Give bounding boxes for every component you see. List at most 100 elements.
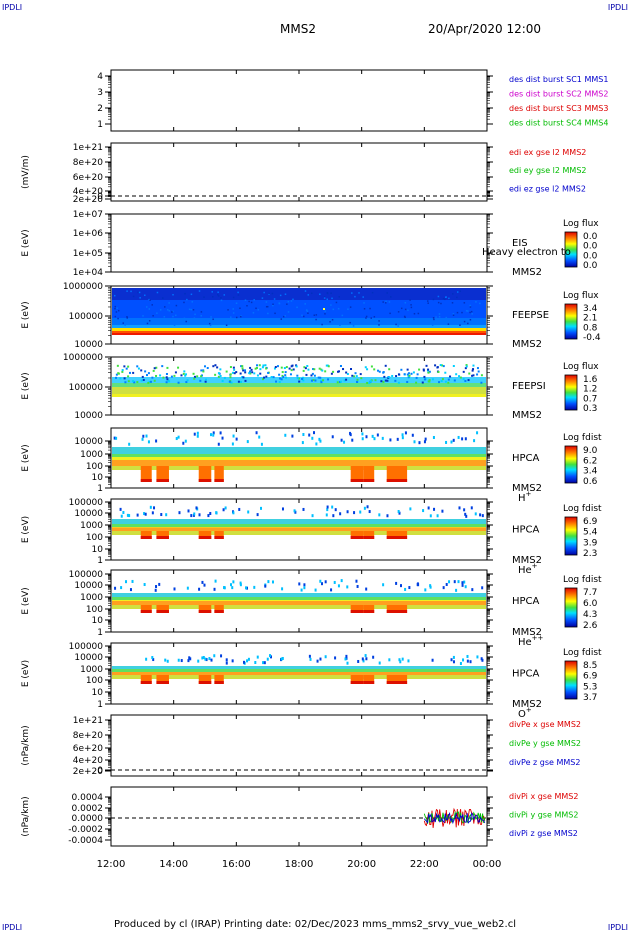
colorbar-tick-label: 2.1 xyxy=(583,314,597,324)
spectrogram-pixel xyxy=(129,588,132,592)
spectrogram-pixel xyxy=(237,380,240,383)
spectrogram-pixel xyxy=(188,656,191,660)
instrument-label: HPCA xyxy=(512,596,540,607)
spectrogram-pixel xyxy=(123,365,126,368)
y-tick-label: 100 xyxy=(86,676,103,686)
spectrogram-pixel xyxy=(235,371,238,374)
spectrogram-pixel xyxy=(481,658,484,662)
spectrogram-pixel xyxy=(263,291,265,294)
spectrogram-pixel xyxy=(458,506,461,510)
spectrogram-pixel xyxy=(427,302,429,304)
spectrogram-pixel xyxy=(229,376,232,379)
spectrogram-pixel xyxy=(334,508,337,512)
spectrogram-band xyxy=(156,675,169,684)
spectrogram-pixel xyxy=(390,296,392,298)
spectrogram-pixel xyxy=(471,374,474,377)
spectrogram-pixel xyxy=(199,379,202,382)
spectrogram-pixel xyxy=(459,376,462,379)
colorbar xyxy=(564,303,578,340)
spectrogram-pixel xyxy=(272,303,274,306)
spectrogram-pixel xyxy=(229,583,232,587)
spectrogram-pixel xyxy=(448,580,451,584)
spectrogram-pixel xyxy=(322,379,325,382)
spectrogram-pixel xyxy=(172,293,174,296)
y-tick-label: 2e+20 xyxy=(73,767,104,777)
spectrogram-pixel xyxy=(400,307,403,310)
y-tick-label: 1e+04 xyxy=(73,268,104,278)
spectrogram-pixel xyxy=(305,373,308,376)
spectrogram-pixel xyxy=(164,658,167,662)
spectrogram-band xyxy=(112,524,486,527)
spectrogram-pixel xyxy=(365,657,368,661)
spectrogram-pixel xyxy=(148,381,151,384)
spectrogram-pixel xyxy=(311,514,314,518)
spectrogram-pixel xyxy=(240,365,243,368)
spectrogram-pixel xyxy=(145,657,148,661)
spectrogram-pixel xyxy=(413,312,416,315)
spectrogram-pixel xyxy=(444,371,447,374)
spectrogram-pixel xyxy=(142,315,144,317)
spectrogram-pixel xyxy=(298,582,301,586)
spectrogram-pixel xyxy=(319,376,322,379)
spectrogram-pixel xyxy=(128,442,131,446)
spectrogram-pixel xyxy=(458,375,461,378)
spectrogram-pixel xyxy=(278,302,281,304)
spectrogram-pixel xyxy=(190,308,193,311)
spectrogram-pixel xyxy=(463,320,466,323)
spectrogram-pixel xyxy=(250,368,253,371)
spectrogram-pixel xyxy=(242,376,245,379)
spectrogram-pixel xyxy=(204,657,207,661)
spectrogram-pixel xyxy=(231,659,234,663)
spectrogram-pixel xyxy=(480,374,483,377)
spectrogram-pixel xyxy=(302,369,305,372)
colorbar-tick-label: 6.9 xyxy=(583,517,598,527)
spectrogram-pixel xyxy=(233,372,236,375)
y-tick-label: 100000 xyxy=(69,570,104,580)
spectrogram-pixel xyxy=(345,654,348,658)
spectrogram-pixel xyxy=(378,324,380,326)
spectrogram-pixel xyxy=(436,366,439,369)
y-tick-label: -0.0004 xyxy=(68,836,103,846)
spectrogram-pixel xyxy=(397,325,399,327)
spectrogram-pixel xyxy=(370,317,372,319)
spectrogram-pixel xyxy=(321,582,324,586)
spectrogram-pixel xyxy=(315,314,318,316)
spectrogram-pixel xyxy=(127,365,130,368)
colorbar xyxy=(564,374,578,411)
spectrogram-pixel xyxy=(202,369,205,372)
spectrogram-pixel xyxy=(410,372,413,375)
spectrogram-pixel xyxy=(249,366,252,369)
spectrogram-pixel xyxy=(303,366,306,369)
spectrogram-pixel xyxy=(126,290,128,292)
spectrogram-pixel xyxy=(382,380,385,383)
spectrogram-pixel xyxy=(287,300,290,303)
spectrogram-pixel xyxy=(332,308,335,311)
spectrogram-pixel xyxy=(273,367,276,370)
time-tick-label: 20:00 xyxy=(347,859,376,870)
spectrogram-pixel xyxy=(248,372,251,375)
spectrogram-pixel xyxy=(230,316,232,318)
spectrogram-pixel xyxy=(153,379,156,382)
spectrogram-pixel xyxy=(436,514,439,518)
spectrogram-pixel xyxy=(471,313,473,315)
spectrogram-pixel xyxy=(244,371,247,374)
spectrogram-pixel xyxy=(349,306,352,308)
spectrogram-band xyxy=(363,681,375,684)
spectrogram-pixel xyxy=(445,440,448,444)
spectrogram-pixel xyxy=(464,512,467,516)
spectrogram-pixel xyxy=(190,514,193,518)
panel-frame xyxy=(110,786,488,847)
spectrogram-pixel xyxy=(345,378,348,381)
spectrogram-pixel xyxy=(122,322,125,324)
spectrogram-band xyxy=(156,681,169,684)
spectrogram-pixel xyxy=(305,309,308,311)
spectrogram-pixel xyxy=(388,301,391,303)
spectrogram-band xyxy=(112,527,486,531)
colorbar-tick-label: 6.0 xyxy=(583,599,598,609)
spectrogram-pixel xyxy=(231,586,234,590)
colorbar-tick-label: 4.3 xyxy=(583,610,597,620)
spectrogram-pixel xyxy=(356,378,359,381)
spectrogram-pixel xyxy=(452,314,455,316)
spectrogram-band xyxy=(198,531,212,539)
spectrogram-pixel xyxy=(265,367,268,370)
